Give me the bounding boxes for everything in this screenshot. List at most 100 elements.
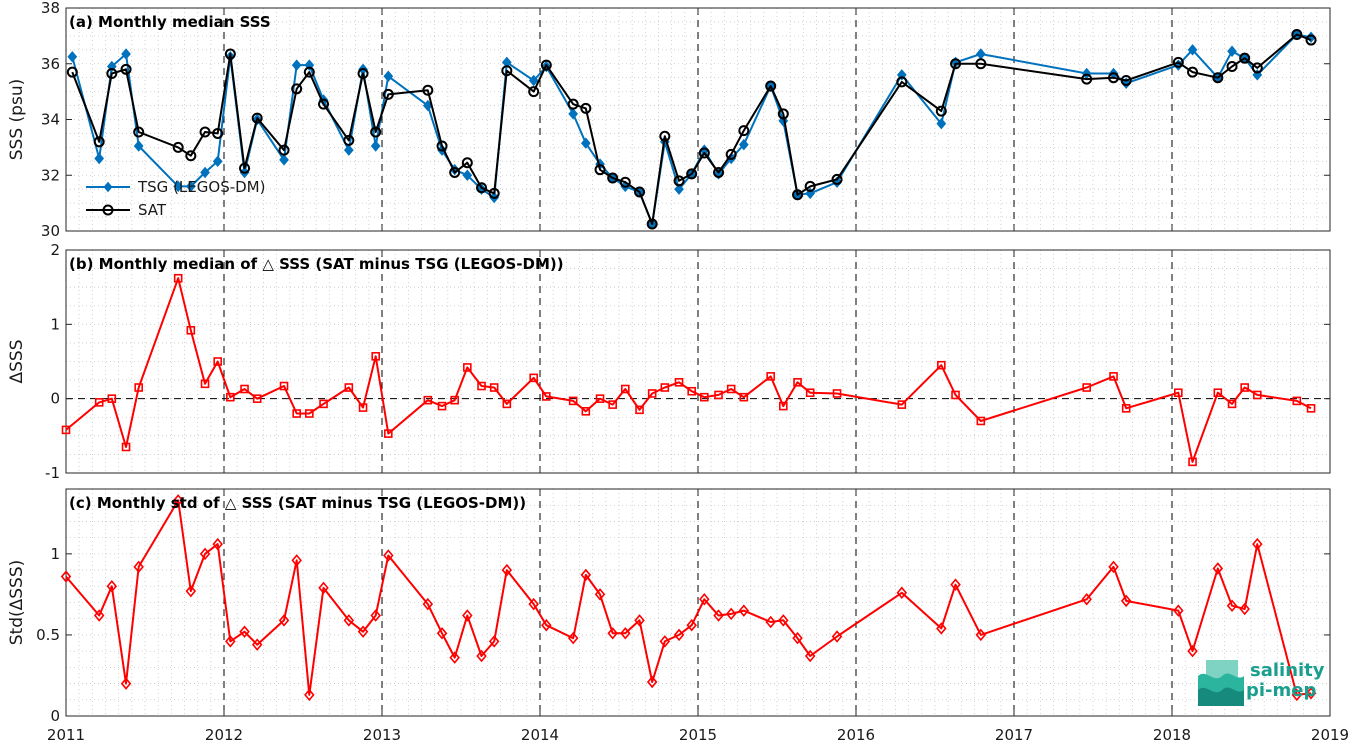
data-point (1188, 457, 1197, 467)
data-point (461, 157, 473, 169)
data-point (673, 628, 685, 642)
data-point (291, 554, 302, 567)
logo-line2: pi-mep (1246, 680, 1316, 701)
data-point (106, 580, 118, 593)
data-point (568, 396, 578, 406)
data-point (542, 392, 551, 401)
y-tick-label: 0 (50, 390, 60, 408)
data-point (950, 58, 962, 70)
data-point (1081, 73, 1093, 85)
data-point (186, 325, 196, 335)
data-point (779, 401, 788, 411)
data-point (1306, 404, 1316, 413)
data-point (120, 677, 132, 690)
data-point (726, 384, 736, 394)
panel-b: -1 0 1 2 (b) Monthly median of △ SSS (SAT mi… (7, 241, 1331, 482)
data-point (476, 649, 487, 663)
data-point (240, 384, 249, 394)
data-point (476, 182, 488, 194)
data-point (1226, 599, 1238, 612)
panel-title: (b) Monthly median of △ SSS (SAT minus T… (69, 255, 564, 273)
data-point (185, 584, 197, 598)
panel-c: 0 0.5 1 2011 2012 2013 2014 2015 2016 2017 2018 201… (7, 488, 1349, 744)
data-point (607, 627, 618, 640)
data-point (646, 675, 658, 689)
data-point (1291, 28, 1303, 40)
y-tick-label: -1 (45, 464, 60, 482)
data-point (568, 108, 579, 120)
data-point (212, 537, 223, 551)
data-point (279, 381, 289, 391)
data-point (185, 180, 196, 193)
data-point (540, 59, 552, 71)
data-point (714, 390, 723, 400)
data-point (370, 126, 382, 138)
data-point (765, 80, 777, 92)
data-point (319, 399, 328, 409)
data-point (436, 627, 448, 640)
data-point (133, 126, 145, 138)
data-point (713, 609, 724, 622)
data-point (1121, 404, 1131, 413)
data-point (291, 59, 302, 71)
data-point (383, 70, 394, 83)
data-point (1081, 593, 1092, 606)
data-point (896, 586, 908, 600)
data-point (343, 614, 355, 627)
data-point (318, 98, 330, 110)
data-point (1172, 56, 1184, 68)
data-point (686, 618, 697, 632)
data-point (1305, 34, 1317, 46)
data-point (897, 400, 907, 409)
y-tick-label: 32 (41, 166, 60, 184)
panel-title: (c) Monthly std of △ SSS (SAT minus TSG … (69, 494, 526, 512)
data-point (1252, 537, 1263, 551)
data-point (765, 615, 776, 629)
x-tick-label: 2011 (47, 726, 85, 744)
data-point (725, 607, 737, 621)
legend-marker (102, 204, 114, 216)
data-point (594, 588, 606, 601)
data-point (832, 389, 842, 398)
data-point (94, 152, 105, 165)
data-point (580, 568, 592, 582)
data-point (936, 117, 947, 130)
y-tick-label: 30 (41, 222, 60, 240)
data-point (93, 136, 105, 148)
data-point (318, 581, 329, 595)
data-point (528, 74, 539, 87)
data-point (199, 126, 211, 138)
data-point (1173, 604, 1184, 617)
data-point (698, 147, 710, 159)
data-point (1108, 560, 1119, 574)
data-point (133, 140, 144, 152)
data-point (607, 172, 619, 184)
y-tick-label: 2 (50, 241, 60, 259)
data-point (173, 180, 184, 193)
data-point (1187, 66, 1199, 78)
data-point (777, 108, 789, 120)
data-point (106, 68, 118, 80)
data-point (831, 173, 843, 185)
data-point (382, 88, 394, 100)
y-axis-label: SSS (psu) (7, 79, 27, 160)
data-point (212, 127, 224, 139)
data-point (804, 180, 816, 192)
data-point (121, 442, 131, 452)
data-point (1108, 72, 1120, 84)
data-point (1240, 383, 1249, 392)
x-tick-label: 2019 (1311, 726, 1349, 744)
data-point (226, 392, 235, 402)
data-point (713, 166, 725, 178)
data-point (66, 66, 78, 78)
data-point (67, 51, 78, 63)
data-point (357, 625, 369, 638)
y-tick-label: 0 (50, 707, 60, 725)
data-point (423, 395, 433, 405)
data-point (647, 389, 657, 398)
data-point (292, 409, 301, 418)
data-point (1239, 602, 1250, 616)
y-tick-label: 36 (41, 55, 60, 73)
data-point (778, 614, 789, 627)
data-point (951, 390, 960, 400)
